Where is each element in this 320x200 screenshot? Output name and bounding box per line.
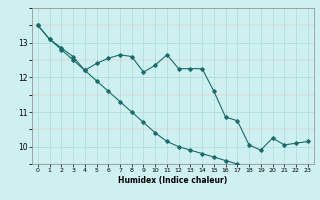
X-axis label: Humidex (Indice chaleur): Humidex (Indice chaleur): [118, 176, 228, 185]
